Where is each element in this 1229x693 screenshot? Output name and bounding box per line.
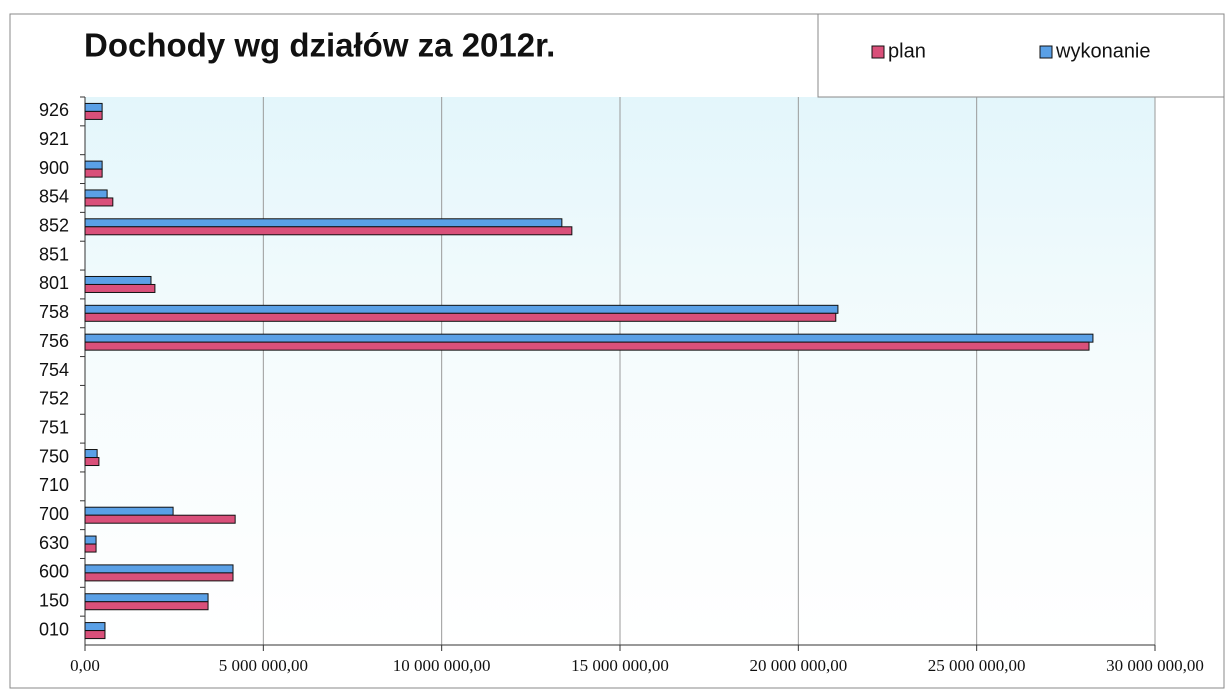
bar — [84, 197, 114, 207]
y-tick-label: 756 — [39, 331, 69, 351]
bar — [84, 226, 573, 236]
x-tick-label: 20 000 000,00 — [749, 656, 847, 675]
bar — [84, 102, 103, 112]
x-tick-label: 5 000 000,00 — [219, 656, 308, 675]
y-tick-label: 758 — [39, 302, 69, 322]
bar — [84, 189, 108, 199]
legend-label: wykonanie — [1055, 40, 1151, 62]
x-tick-label: 15 000 000,00 — [571, 656, 669, 675]
bar — [84, 572, 234, 582]
bar — [84, 312, 837, 322]
x-tick-label: 0,00 — [70, 656, 100, 675]
legend-swatch — [1039, 45, 1053, 59]
legend-label: plan — [888, 40, 926, 62]
y-tick-label: 854 — [39, 187, 69, 207]
y-tick-label: 751 — [39, 417, 69, 437]
bar — [84, 218, 563, 228]
bar — [84, 622, 106, 632]
x-tick-label: 30 000 000,00 — [1106, 656, 1204, 675]
y-tick-label: 710 — [39, 475, 69, 495]
bar — [84, 543, 97, 553]
bar — [84, 630, 106, 640]
bar — [84, 168, 103, 178]
y-tick-label: 750 — [39, 446, 69, 466]
bar — [84, 304, 839, 314]
chart-title: Dochody wg działów za 2012r. — [84, 27, 555, 64]
bar — [84, 593, 209, 603]
bar — [84, 110, 103, 120]
x-tick-label: 10 000 000,00 — [393, 656, 491, 675]
y-tick-label: 852 — [39, 216, 69, 236]
y-tick-label: 921 — [39, 129, 69, 149]
bar — [84, 506, 174, 516]
bar — [84, 457, 100, 467]
y-tick-label: 630 — [39, 533, 69, 553]
y-tick-label: 600 — [39, 562, 69, 582]
bar — [84, 535, 97, 545]
legend-swatch — [871, 45, 885, 59]
y-tick-label: 700 — [39, 504, 69, 524]
bar — [84, 333, 1094, 343]
bar — [84, 275, 152, 285]
y-tick-label: 900 — [39, 158, 69, 178]
x-tick-label: 25 000 000,00 — [928, 656, 1026, 675]
legend-box — [817, 13, 1225, 98]
bar — [84, 514, 236, 524]
bar — [84, 160, 103, 170]
bar — [84, 341, 1090, 351]
bar — [84, 283, 156, 293]
y-tick-label: 010 — [39, 619, 69, 639]
y-tick-label: 926 — [39, 100, 69, 120]
y-tick-label: 801 — [39, 273, 69, 293]
y-tick-label: 150 — [39, 590, 69, 610]
y-tick-label: 754 — [39, 360, 69, 380]
bar — [84, 601, 209, 611]
y-tick-label: 851 — [39, 244, 69, 264]
y-tick-label: 752 — [39, 389, 69, 409]
bar — [84, 564, 234, 574]
bar — [84, 449, 98, 459]
